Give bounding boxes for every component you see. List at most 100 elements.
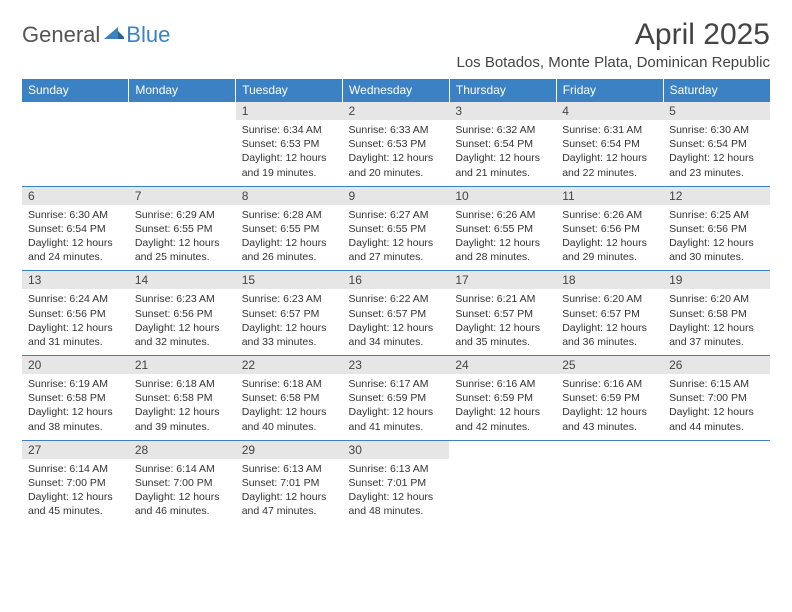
sunrise-line: Sunrise: 6:28 AM [242,208,337,222]
day-number-cell [556,440,663,459]
daylight-line: Daylight: 12 hours and 32 minutes. [135,321,230,349]
sunrise-line: Sunrise: 6:24 AM [28,292,123,306]
day-content-cell: Sunrise: 6:13 AMSunset: 7:01 PMDaylight:… [343,459,450,525]
day-content-cell [449,459,556,525]
logo-text-general: General [22,22,100,48]
day-header-row: SundayMondayTuesdayWednesdayThursdayFrid… [22,79,770,102]
day-number-cell: 22 [236,356,343,375]
sunrise-line: Sunrise: 6:18 AM [135,377,230,391]
day-content-cell: Sunrise: 6:33 AMSunset: 6:53 PMDaylight:… [343,120,450,186]
daylight-line: Daylight: 12 hours and 27 minutes. [349,236,444,264]
day-content-cell: Sunrise: 6:21 AMSunset: 6:57 PMDaylight:… [449,289,556,355]
day-content-cell: Sunrise: 6:25 AMSunset: 6:56 PMDaylight:… [663,205,770,271]
daylight-line: Daylight: 12 hours and 26 minutes. [242,236,337,264]
daylight-line: Daylight: 12 hours and 22 minutes. [562,151,657,179]
sunset-line: Sunset: 6:56 PM [28,307,123,321]
day-number-cell: 8 [236,186,343,205]
sunrise-line: Sunrise: 6:30 AM [28,208,123,222]
content-row: Sunrise: 6:30 AMSunset: 6:54 PMDaylight:… [22,205,770,271]
daylight-line: Daylight: 12 hours and 42 minutes. [455,405,550,433]
header: General Blue April 2025 Los Botados, Mon… [22,18,770,71]
sunrise-line: Sunrise: 6:23 AM [135,292,230,306]
day-number-cell: 10 [449,186,556,205]
day-number-cell: 5 [663,102,770,121]
sunset-line: Sunset: 6:56 PM [135,307,230,321]
day-content-cell [663,459,770,525]
daylight-line: Daylight: 12 hours and 29 minutes. [562,236,657,264]
daylight-line: Daylight: 12 hours and 34 minutes. [349,321,444,349]
day-content-cell: Sunrise: 6:30 AMSunset: 6:54 PMDaylight:… [22,205,129,271]
day-number-cell: 11 [556,186,663,205]
day-number-cell: 16 [343,271,450,290]
day-number-cell: 2 [343,102,450,121]
sunset-line: Sunset: 6:58 PM [669,307,764,321]
daynum-row: 20212223242526 [22,356,770,375]
sunset-line: Sunset: 6:57 PM [349,307,444,321]
sunset-line: Sunset: 6:54 PM [455,137,550,151]
day-number-cell [663,440,770,459]
day-content-cell: Sunrise: 6:30 AMSunset: 6:54 PMDaylight:… [663,120,770,186]
day-content-cell: Sunrise: 6:14 AMSunset: 7:00 PMDaylight:… [129,459,236,525]
sunset-line: Sunset: 6:55 PM [135,222,230,236]
sunrise-line: Sunrise: 6:31 AM [562,123,657,137]
location-text: Los Botados, Monte Plata, Dominican Repu… [456,54,770,71]
day-header: Thursday [449,79,556,102]
day-content-cell: Sunrise: 6:34 AMSunset: 6:53 PMDaylight:… [236,120,343,186]
day-content-cell: Sunrise: 6:23 AMSunset: 6:57 PMDaylight:… [236,289,343,355]
day-content-cell: Sunrise: 6:28 AMSunset: 6:55 PMDaylight:… [236,205,343,271]
day-content-cell: Sunrise: 6:22 AMSunset: 6:57 PMDaylight:… [343,289,450,355]
sunset-line: Sunset: 6:54 PM [669,137,764,151]
sunset-line: Sunset: 6:53 PM [349,137,444,151]
sunset-line: Sunset: 6:57 PM [562,307,657,321]
calendar-body: 12345Sunrise: 6:34 AMSunset: 6:53 PMDayl… [22,102,770,525]
day-content-cell: Sunrise: 6:18 AMSunset: 6:58 PMDaylight:… [129,374,236,440]
day-content-cell: Sunrise: 6:29 AMSunset: 6:55 PMDaylight:… [129,205,236,271]
daynum-row: 6789101112 [22,186,770,205]
calendar-table: SundayMondayTuesdayWednesdayThursdayFrid… [22,79,770,525]
day-content-cell: Sunrise: 6:16 AMSunset: 6:59 PMDaylight:… [556,374,663,440]
daylight-line: Daylight: 12 hours and 48 minutes. [349,490,444,518]
daylight-line: Daylight: 12 hours and 24 minutes. [28,236,123,264]
day-content-cell: Sunrise: 6:32 AMSunset: 6:54 PMDaylight:… [449,120,556,186]
daylight-line: Daylight: 12 hours and 33 minutes. [242,321,337,349]
day-number-cell: 14 [129,271,236,290]
sunrise-line: Sunrise: 6:20 AM [669,292,764,306]
sunset-line: Sunset: 6:56 PM [562,222,657,236]
logo-text-blue: Blue [126,22,170,48]
logo: General Blue [22,22,170,48]
sunrise-line: Sunrise: 6:30 AM [669,123,764,137]
day-content-cell: Sunrise: 6:20 AMSunset: 6:58 PMDaylight:… [663,289,770,355]
day-number-cell: 25 [556,356,663,375]
sunrise-line: Sunrise: 6:15 AM [669,377,764,391]
day-content-cell [556,459,663,525]
day-header: Tuesday [236,79,343,102]
day-content-cell: Sunrise: 6:26 AMSunset: 6:56 PMDaylight:… [556,205,663,271]
day-header: Saturday [663,79,770,102]
day-number-cell [129,102,236,121]
sunrise-line: Sunrise: 6:26 AM [562,208,657,222]
day-content-cell: Sunrise: 6:23 AMSunset: 6:56 PMDaylight:… [129,289,236,355]
day-number-cell: 9 [343,186,450,205]
day-content-cell: Sunrise: 6:31 AMSunset: 6:54 PMDaylight:… [556,120,663,186]
sunrise-line: Sunrise: 6:14 AM [135,462,230,476]
sunset-line: Sunset: 6:58 PM [242,391,337,405]
day-content-cell: Sunrise: 6:16 AMSunset: 6:59 PMDaylight:… [449,374,556,440]
sunset-line: Sunset: 6:55 PM [455,222,550,236]
daylight-line: Daylight: 12 hours and 30 minutes. [669,236,764,264]
day-number-cell: 15 [236,271,343,290]
daylight-line: Daylight: 12 hours and 23 minutes. [669,151,764,179]
sunset-line: Sunset: 6:59 PM [455,391,550,405]
sunset-line: Sunset: 6:59 PM [349,391,444,405]
day-number-cell: 12 [663,186,770,205]
sunset-line: Sunset: 7:00 PM [669,391,764,405]
daynum-row: 27282930 [22,440,770,459]
sunset-line: Sunset: 6:54 PM [562,137,657,151]
day-number-cell: 24 [449,356,556,375]
day-content-cell: Sunrise: 6:27 AMSunset: 6:55 PMDaylight:… [343,205,450,271]
content-row: Sunrise: 6:24 AMSunset: 6:56 PMDaylight:… [22,289,770,355]
sunrise-line: Sunrise: 6:33 AM [349,123,444,137]
day-number-cell: 13 [22,271,129,290]
day-number-cell: 17 [449,271,556,290]
daylight-line: Daylight: 12 hours and 21 minutes. [455,151,550,179]
daylight-line: Daylight: 12 hours and 43 minutes. [562,405,657,433]
